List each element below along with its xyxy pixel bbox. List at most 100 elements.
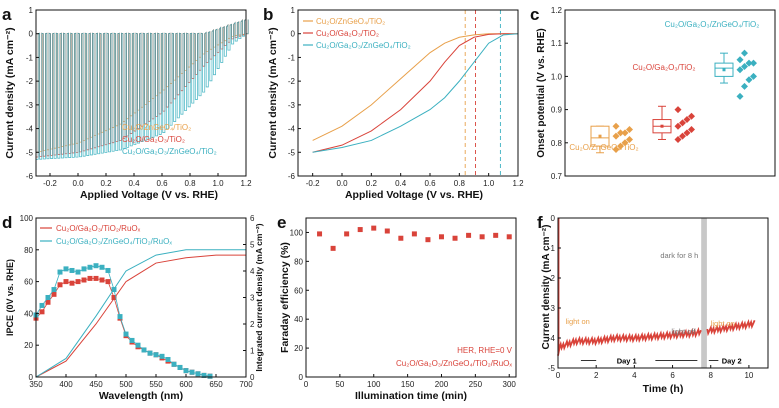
label-dark: dark for 8 h xyxy=(660,251,698,260)
box-mean xyxy=(722,68,726,72)
fe-point xyxy=(398,235,404,241)
y-tick-label: -5 xyxy=(26,148,34,157)
ipce-point xyxy=(189,369,195,375)
x-tick-label: 1.2 xyxy=(512,179,524,188)
x-tick-label: 10 xyxy=(744,371,753,380)
ipce-point xyxy=(111,295,117,300)
ipce-point xyxy=(69,267,75,273)
ipce-point xyxy=(39,302,45,308)
ipce-point xyxy=(69,280,75,286)
y-tick-label: -3 xyxy=(288,101,296,110)
scatter-point xyxy=(736,66,744,74)
x-tick-label: 8 xyxy=(709,371,714,380)
x-tick-label: 300 xyxy=(503,380,517,389)
axes-frame xyxy=(557,217,769,369)
ipce-point xyxy=(135,342,141,348)
y-tick-label: 4 xyxy=(250,267,255,276)
fe-point xyxy=(493,232,499,238)
label-light-on-2: light on xyxy=(711,319,735,328)
scatter-point xyxy=(612,132,620,140)
ipce-point xyxy=(141,347,147,353)
ipce-point xyxy=(99,264,105,270)
y-tick-label: 1 xyxy=(291,6,296,15)
panel-label-c: c xyxy=(530,5,539,24)
y-tick-label: 1 xyxy=(250,347,255,356)
y-tick-label: -3 xyxy=(548,304,556,313)
panel-e: e0 50 100 150 200 250 300020406080100Illuminat… xyxy=(277,213,517,402)
panel-label-d: d xyxy=(2,213,12,232)
x-tick-label: 0 xyxy=(304,380,309,389)
legend-entry: Cu₂O/Ga₂O₃/ZnGeO₄/TiO₂ xyxy=(122,147,217,156)
x-axis-label: Time (h) xyxy=(643,383,684,395)
dark-period-band xyxy=(701,218,707,368)
x-tick-label: 150 xyxy=(401,380,415,389)
x-tick-label: 100 xyxy=(367,380,381,389)
scatter-point xyxy=(674,106,682,114)
x-tick-label: 600 xyxy=(179,380,193,389)
fe-point xyxy=(438,234,444,240)
y-tick-label: -4 xyxy=(288,125,296,134)
y-axis-label: Current density (mA cm⁻²) xyxy=(541,225,552,350)
fe-point xyxy=(425,237,431,243)
fe-point xyxy=(411,231,417,237)
ipce-point xyxy=(165,357,171,363)
x-tick-label: 500 xyxy=(119,380,133,389)
scatter-point xyxy=(688,112,695,120)
ipce-point xyxy=(87,275,93,281)
y-tick-label: -3 xyxy=(26,101,34,110)
panel-label-f: f xyxy=(537,213,543,232)
y-axis-label: Current density (mA cm⁻²) xyxy=(4,27,16,158)
fe-point xyxy=(452,235,458,241)
axes-frame xyxy=(305,217,517,378)
x-axis-label: Applied Voltage (V vs. RHE) xyxy=(345,189,483,201)
scatter-point xyxy=(745,59,753,67)
scatter-point xyxy=(621,139,629,147)
axes-frame xyxy=(564,9,776,177)
integrated-line-2 xyxy=(35,249,246,378)
panel-label-a: a xyxy=(2,5,12,24)
x-tick-label: 0.6 xyxy=(424,179,436,188)
legend-entry: Cu₂O/ZnGeO₄/TiO₂ xyxy=(122,123,191,132)
x-tick-label: 0.4 xyxy=(128,179,140,188)
y-tick-label: -1 xyxy=(548,244,556,253)
y-tick-label: 40 xyxy=(294,315,303,324)
ipce-point xyxy=(75,279,81,285)
ipce-point xyxy=(171,361,177,367)
y-tick-label: 5 xyxy=(250,241,255,250)
ipce-point xyxy=(45,299,51,305)
y-tick-label: 20 xyxy=(24,341,33,350)
x-tick-label: 0.0 xyxy=(72,179,84,188)
x-tick-label: 650 xyxy=(209,380,223,389)
ipce-point xyxy=(63,266,69,272)
legend-entry: Cu₂O/Ga₂O₃/TiO₂ xyxy=(122,135,185,144)
fe-point xyxy=(466,232,472,238)
y-tick-label: 1 xyxy=(29,6,34,15)
y-tick-label: 40 xyxy=(24,309,33,318)
scatter-point xyxy=(741,49,748,57)
y-tick-label: -2 xyxy=(26,77,34,86)
panel-label-e: e xyxy=(277,213,286,232)
lsv-series-2 xyxy=(312,33,518,153)
x-tick-label: 1.0 xyxy=(483,179,495,188)
y-tick-label: -1 xyxy=(288,53,296,62)
y-axis-label: IPCE (0V vs. RHE) xyxy=(5,259,15,336)
scatter-point xyxy=(612,122,620,130)
ipce-point xyxy=(81,277,87,283)
y-tick-label: 2 xyxy=(250,320,255,329)
y-tick-label: -1 xyxy=(26,53,34,62)
ipce-point xyxy=(195,371,201,377)
x-tick-label: 450 xyxy=(89,380,103,389)
x-tick-label: 0 xyxy=(556,371,561,380)
fe-point xyxy=(330,245,336,251)
y-tick-label: 0 xyxy=(250,373,255,382)
fe-point xyxy=(371,225,377,231)
y-tick-label: 3 xyxy=(250,294,255,303)
x-tick-label: 0.0 xyxy=(336,179,348,188)
y-axis-label: Faraday efficiency (%) xyxy=(279,242,291,353)
legend-entry: Cu₂O/Ga₂O₃/TiO₂/RuOₓ xyxy=(56,224,141,233)
y-tick-label: 60 xyxy=(294,286,303,295)
y-tick-label: -4 xyxy=(548,334,556,343)
ipce-point xyxy=(99,277,105,283)
ipce-point xyxy=(183,368,189,374)
